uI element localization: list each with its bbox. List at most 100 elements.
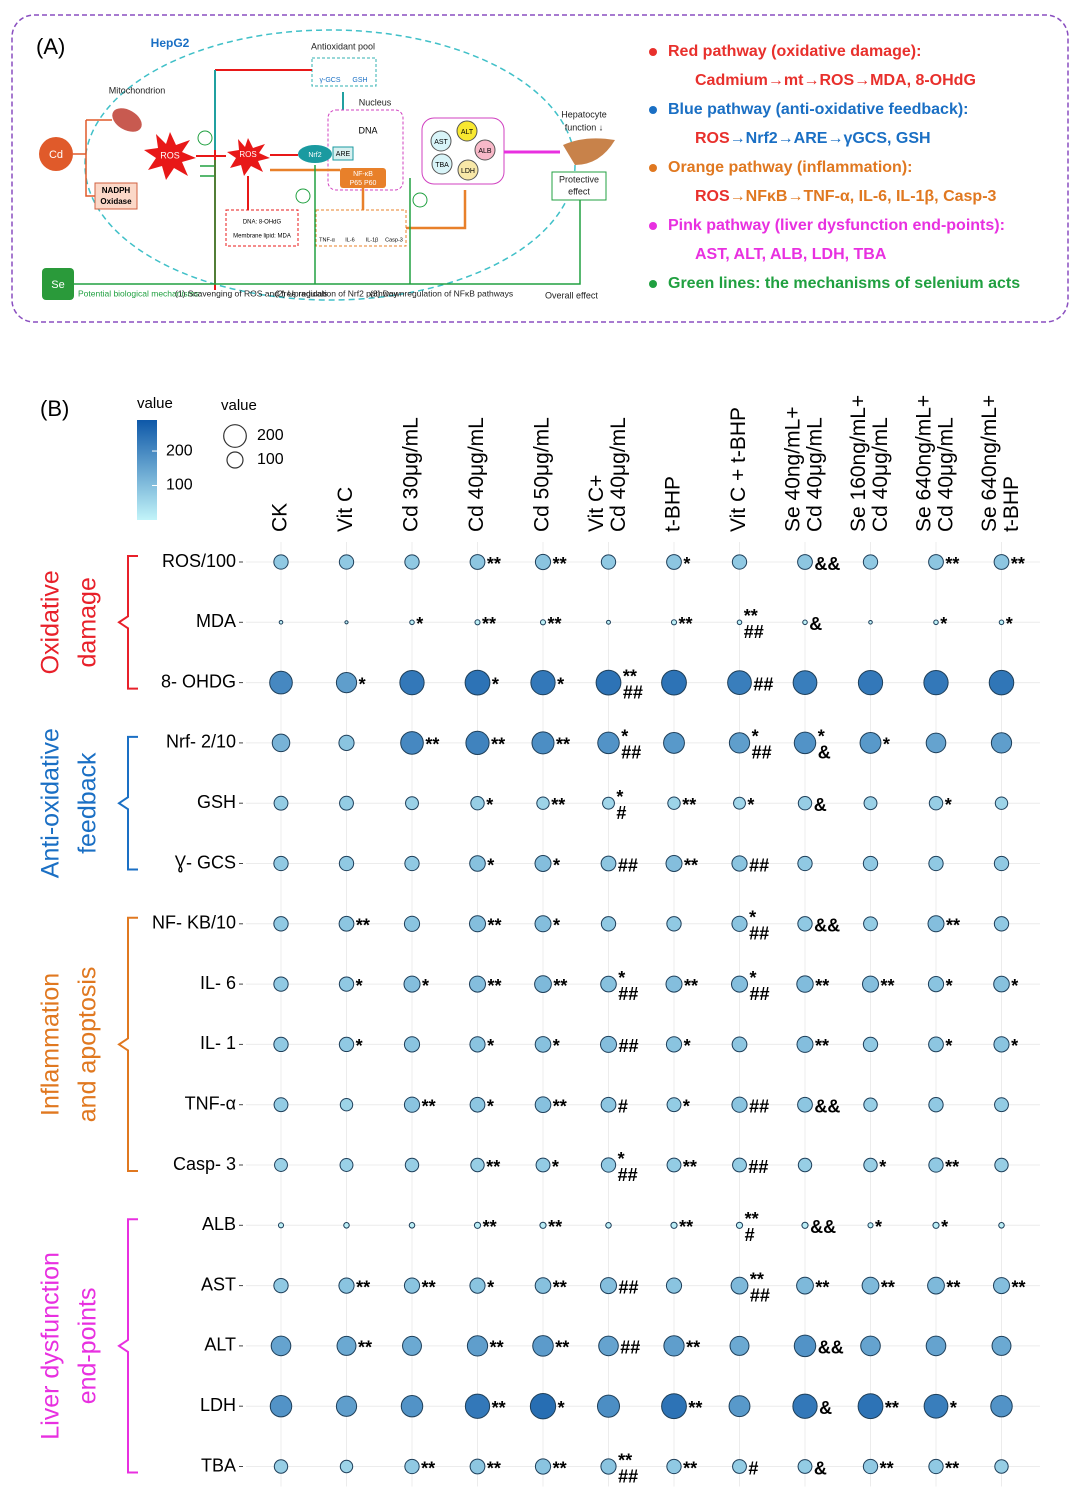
column-label: Vit C+ [585, 475, 608, 532]
significance-label: ** [684, 855, 698, 875]
bubble [994, 796, 1009, 810]
bubble [403, 915, 421, 932]
nfkb-box [340, 168, 386, 188]
significance-label: ** [553, 1458, 567, 1478]
ros-label: ROS [239, 150, 256, 159]
group-bracket [117, 735, 138, 871]
significance-label: * [558, 1398, 565, 1418]
significance-label: * [359, 674, 366, 694]
panel-label: (B) [40, 396, 69, 421]
pool-item: γ-GCS [320, 77, 341, 84]
bubble [923, 1393, 949, 1419]
bubble [928, 1458, 944, 1475]
bubble [335, 671, 358, 694]
bubble [663, 1335, 685, 1357]
significance-label: ** [422, 1277, 436, 1297]
bubble [862, 1036, 879, 1053]
bubble [994, 1459, 1009, 1474]
significance-label: * [747, 795, 754, 815]
size-legend-title: value [221, 397, 257, 414]
bubble [729, 1335, 750, 1356]
significance-label: ** [548, 1217, 562, 1237]
size-legend-circle [226, 451, 244, 469]
are-box [332, 146, 354, 161]
legend-title: Red pathway (oxidative damage): [668, 43, 921, 60]
enzyme [430, 130, 452, 152]
bubble [797, 855, 813, 872]
significance-label: * [941, 1217, 948, 1237]
significance-label: * [621, 727, 628, 747]
bubble [403, 1096, 421, 1113]
legend-detail: ROS→NFκB→TNF-α, IL-6, IL-1β, Casp-3 [695, 188, 997, 205]
column-label: Cd 40μg/mL [935, 417, 958, 532]
significance-label: ** [425, 735, 439, 755]
bubble [339, 795, 354, 811]
bubble [994, 1157, 1009, 1173]
inhibit-sign [412, 192, 428, 208]
bubble [925, 1335, 947, 1357]
significance-label: * [557, 674, 564, 694]
significance-label: ** [618, 1450, 632, 1470]
significance-label: * [487, 1277, 494, 1297]
significance-label: ** [682, 795, 696, 815]
bubble [271, 733, 291, 753]
color-tick-label: 200 [166, 442, 193, 459]
bubble [661, 1393, 687, 1420]
bubble [600, 1277, 617, 1295]
significance-label: ## [621, 743, 641, 763]
group-bracket [117, 1218, 138, 1474]
enzyme-label: LDH [461, 168, 475, 175]
enzyme [457, 159, 479, 181]
significance-label: # [745, 1225, 755, 1245]
legend-detail-part: →Nrf2→ARE→γGCS, GSH [730, 130, 931, 147]
bubble [797, 916, 813, 932]
bubble [273, 1097, 289, 1113]
row-label: LDH [200, 1395, 236, 1415]
bubble [338, 1277, 355, 1294]
are-label: ARE [336, 151, 351, 158]
bubble [464, 669, 491, 696]
damage-box [225, 209, 299, 247]
enzyme [474, 139, 496, 161]
bubble [403, 1036, 421, 1053]
bubble [666, 1157, 682, 1173]
significance-label: ** [945, 1157, 959, 1177]
significance-label: && [814, 554, 840, 574]
enzyme [431, 153, 453, 175]
significance-label: # [748, 1458, 758, 1478]
bubble [530, 669, 556, 696]
pathway-legend: Red pathway (oxidative damage): Cadmium→m… [649, 43, 1020, 292]
nadph-box [94, 182, 138, 210]
bubble [602, 796, 615, 810]
legend-title: Orange pathway (inflammation): [668, 159, 912, 176]
significance-label: * [618, 1149, 625, 1169]
bubble [469, 1036, 486, 1053]
bubble [863, 1157, 878, 1173]
bubble [670, 619, 678, 626]
significance-label: ** [483, 1217, 497, 1237]
significance-label: * [416, 614, 423, 634]
bubble [400, 731, 424, 755]
significance-label: ** [356, 1277, 370, 1297]
column-label: Se 640ng/mL+ [913, 395, 936, 532]
legend-title: Green lines: the mechanisms of selenium … [668, 275, 1020, 292]
size-tick-label: 100 [257, 451, 284, 468]
pool-label: Antioxidant pool [311, 41, 375, 51]
legend-bullet [649, 106, 657, 114]
bubble [927, 915, 945, 933]
bubble [857, 1393, 884, 1420]
size-tick-label: 200 [257, 427, 284, 444]
row-label: TBA [201, 1455, 236, 1475]
bubble [990, 732, 1013, 754]
row-label: ROS/100 [162, 551, 236, 571]
significance-label: * [945, 795, 952, 815]
significance-label: ## [618, 1165, 638, 1185]
color-legend-title: value [137, 395, 173, 412]
bubble [534, 915, 552, 933]
hepatocyte-label: Hepatocyte [561, 109, 607, 119]
cell-label: HepG2 [151, 36, 190, 50]
significance-label: * [553, 1036, 560, 1056]
group-label: Anti-oxidative [37, 728, 65, 878]
significance-label: ** [745, 1209, 759, 1229]
mito-label: Mitochondrion [109, 85, 166, 95]
